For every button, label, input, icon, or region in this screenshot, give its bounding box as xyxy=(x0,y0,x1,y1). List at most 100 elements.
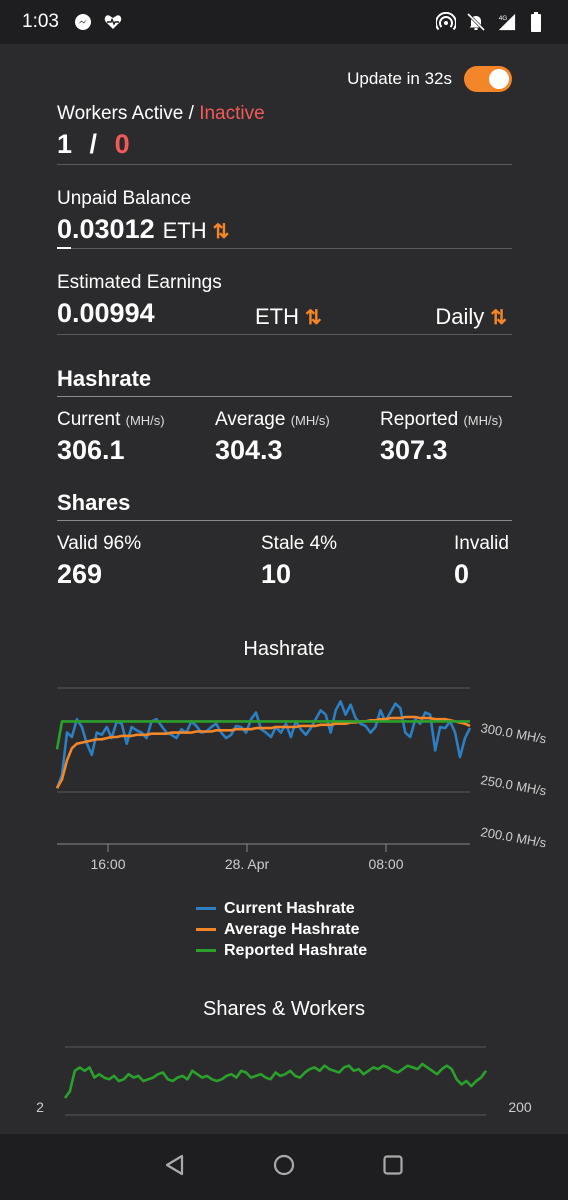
health-heart-icon xyxy=(103,12,123,32)
workers-values: 1 / 0 xyxy=(57,129,512,160)
hashrate-reported-label: Reported xyxy=(380,409,459,430)
estimated-currency-switch[interactable]: ETH ⇅ xyxy=(255,300,322,331)
y-tick-right: 200 xyxy=(508,1099,532,1115)
status-time: 1:03 xyxy=(22,11,59,32)
x-tick-label: 28. Apr xyxy=(225,856,270,872)
series-line-2 xyxy=(55,720,470,750)
shares-invalid-label: Invalid xyxy=(454,533,509,554)
hashrate-chart-title: Hashrate xyxy=(243,638,325,660)
legend-swatch-average xyxy=(196,928,216,931)
toggle-knob xyxy=(489,69,509,89)
shares-series-line-0 xyxy=(63,1062,488,1099)
estimated-period-switch[interactable]: Daily ⇅ xyxy=(435,300,507,331)
y-tick-label: 200.0 MH/s xyxy=(479,824,548,850)
back-icon xyxy=(165,1154,183,1175)
swap-currency-icon: ⇅ xyxy=(305,307,322,329)
unpaid-balance-value: 0.03012 xyxy=(57,214,155,244)
messenger-icon xyxy=(73,12,93,32)
swap-period-icon: ⇅ xyxy=(490,307,507,329)
hashrate-average-value: 304.3 xyxy=(215,435,283,465)
unpaid-balance-unit: ETH xyxy=(162,218,207,243)
workers-inactive-value: 0 xyxy=(114,129,130,159)
y-tick-label: 250.0 MH/s xyxy=(479,772,548,798)
y-tick-label: 300.0 MH/s xyxy=(479,720,548,746)
shares-valid-value: 269 xyxy=(57,559,103,589)
shares-stale: Stale 4% 10 xyxy=(261,533,337,590)
hashrate-title: Hashrate xyxy=(57,366,152,391)
hashrate-chart[interactable]: 16:00 28. Apr 08:00 300.0 MH/s 250.0 MH/s 20… xyxy=(0,680,568,880)
hashrate-legend: Current Hashrate Average Hashrate Report… xyxy=(196,898,367,961)
update-toggle-row: Update in 32s xyxy=(347,66,512,92)
divider xyxy=(57,334,512,335)
shares-section: Shares xyxy=(57,490,512,516)
series-line-1 xyxy=(55,715,471,789)
hashrate-unit: (MH/s) xyxy=(463,413,503,428)
home-icon xyxy=(273,1154,295,1175)
update-toggle-label: Update in 32s xyxy=(347,69,452,88)
shares-stats: Valid 96% 269 Stale 4% 10 Invalid 0 xyxy=(57,533,512,603)
back-button[interactable] xyxy=(164,1154,186,1181)
hotspot-icon xyxy=(436,12,456,32)
unpaid-balance-row: 0.03012 ETH ⇅ xyxy=(57,214,512,245)
shares-title: Shares xyxy=(57,490,131,515)
navigation-bar xyxy=(0,1134,568,1200)
legend-label-average: Average Hashrate xyxy=(224,920,360,938)
balance-progress-indicator xyxy=(57,247,71,249)
shares-stale-value: 10 xyxy=(261,559,292,589)
hashrate-stats: Current (MH/s) 306.1 Average (MH/s) 304.… xyxy=(57,409,512,479)
divider xyxy=(57,164,512,165)
shares-invalid-value: 0 xyxy=(454,559,470,589)
muted-bell-icon xyxy=(466,12,486,32)
legend-swatch-reported xyxy=(196,949,216,952)
workers-inactive-label: Inactive xyxy=(199,103,265,124)
shares-valid-label: Valid 96% xyxy=(57,533,142,554)
recents-button[interactable] xyxy=(382,1154,404,1181)
hashrate-reported: Reported (MH/s) 307.3 xyxy=(380,409,502,466)
workers-active-label: Workers Active / xyxy=(57,103,194,124)
hashrate-current-value: 306.1 xyxy=(57,435,125,465)
legend-item-reported[interactable]: Reported Hashrate xyxy=(196,940,367,961)
hashrate-unit: (MH/s) xyxy=(125,413,165,428)
shares-workers-chart[interactable]: 2 200 xyxy=(0,1040,568,1130)
y-tick-left: 2 xyxy=(36,1099,44,1115)
home-button[interactable] xyxy=(273,1154,295,1181)
divider xyxy=(57,520,512,521)
estimated-earnings-unit: ETH xyxy=(255,304,299,329)
workers-label: Workers Active / Inactive xyxy=(57,103,512,125)
estimated-period: Daily xyxy=(435,304,485,329)
status-bar: 1:03 4G xyxy=(0,0,568,44)
battery-icon xyxy=(526,12,546,32)
svg-text:4G: 4G xyxy=(499,15,508,22)
hashrate-unit: (MH/s) xyxy=(290,413,330,428)
estimated-earnings-block: Estimated Earnings 0.00994 ETH ⇅ Daily ⇅ xyxy=(57,272,512,332)
hashrate-current: Current (MH/s) 306.1 xyxy=(57,409,165,466)
legend-label-current: Current Hashrate xyxy=(224,899,355,917)
workers-active-value: 1 xyxy=(57,129,73,159)
x-tick-label: 16:00 xyxy=(90,856,125,872)
estimated-earnings-row: 0.00994 ETH ⇅ Daily ⇅ xyxy=(57,298,512,332)
legend-item-average[interactable]: Average Hashrate xyxy=(196,919,367,940)
unpaid-balance-label: Unpaid Balance xyxy=(57,188,192,209)
series-line-0 xyxy=(55,700,472,789)
estimated-earnings-value: 0.00994 xyxy=(57,298,155,328)
signal-4g-icon: 4G xyxy=(496,12,516,32)
shares-workers-chart-title: Shares & Workers xyxy=(203,998,365,1020)
x-tick-label: 08:00 xyxy=(368,856,403,872)
hashrate-average-label: Average xyxy=(215,409,286,430)
hashrate-reported-value: 307.3 xyxy=(380,435,448,465)
hashrate-average: Average (MH/s) 304.3 xyxy=(215,409,330,466)
hashrate-current-label: Current xyxy=(57,409,121,430)
legend-label-reported: Reported Hashrate xyxy=(224,941,368,959)
recents-icon xyxy=(383,1154,403,1175)
workers-separator: / xyxy=(89,129,98,159)
shares-valid: Valid 96% 269 xyxy=(57,533,141,590)
update-toggle[interactable] xyxy=(464,66,512,92)
shares-invalid: Invalid 0 xyxy=(454,533,509,590)
shares-stale-label: Stale 4% xyxy=(261,533,338,554)
unpaid-balance-block[interactable]: Unpaid Balance 0.03012 ETH ⇅ xyxy=(57,188,512,245)
estimated-earnings-label: Estimated Earnings xyxy=(57,272,222,293)
legend-swatch-current xyxy=(196,907,216,910)
swap-currency-icon[interactable]: ⇅ xyxy=(212,221,230,243)
legend-item-current[interactable]: Current Hashrate xyxy=(196,898,367,919)
hashrate-section: Hashrate xyxy=(57,366,512,392)
